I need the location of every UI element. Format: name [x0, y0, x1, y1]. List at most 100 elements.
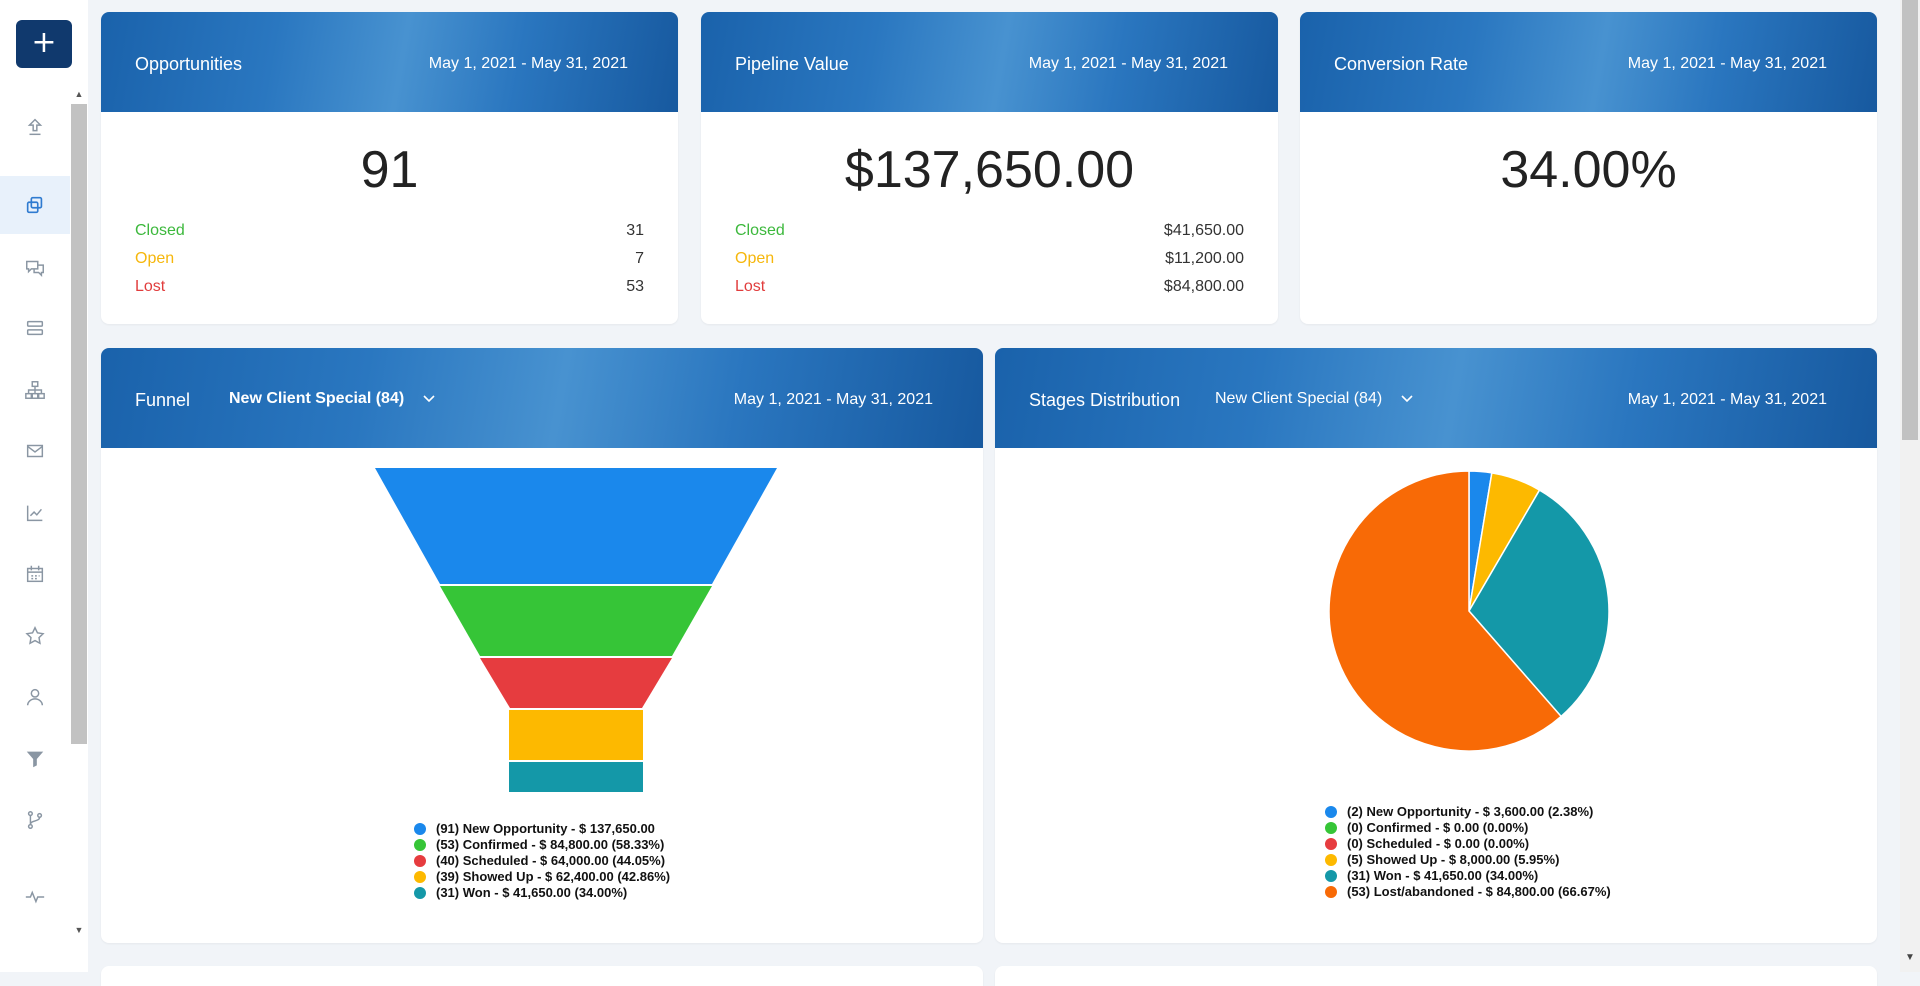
sidebar-scroll-down-arrow[interactable]: ▼: [74, 925, 84, 935]
legend-label: (53) Confirmed - $ 84,800.00 (58.33%): [436, 837, 665, 852]
legend-dot: [414, 839, 426, 851]
funnel-chart: [375, 468, 777, 792]
card-header: Opportunities May 1, 2021 - May 31, 2021: [101, 12, 678, 112]
legend-dot: [1325, 838, 1337, 850]
stat-value: 7: [635, 250, 644, 267]
funnel-legend: (91) New Opportunity - $ 137,650.00 (53) …: [414, 821, 670, 901]
legend-label: (0) Confirmed - $ 0.00 (0.00%): [1347, 820, 1529, 835]
legend-item: (53) Lost/abandoned - $ 84,800.00 (66.67…: [1325, 884, 1611, 900]
page-scrollbar[interactable]: ▼: [1900, 0, 1920, 972]
sidebar-scroll-up-arrow[interactable]: ▲: [74, 89, 84, 99]
pipeline-value-card: Pipeline Value May 1, 2021 - May 31, 202…: [701, 12, 1278, 324]
funnel-segment-won[interactable]: [509, 762, 643, 792]
funnel-segment-showed-up[interactable]: [509, 710, 643, 760]
line-chart-icon: [26, 505, 43, 522]
sidebar-item-pipelines[interactable]: [0, 299, 70, 357]
legend-dot: [414, 871, 426, 883]
stat-row-open: Open 7: [135, 250, 644, 274]
funnel-card: Funnel New Client Special (84) May 1, 20…: [101, 348, 983, 943]
stat-row-closed: Closed $41,650.00: [735, 222, 1244, 246]
sitemap-icon: [25, 381, 45, 399]
card-title: Funnel: [135, 390, 191, 410]
add-button[interactable]: +: [16, 20, 72, 68]
legend-item: (0) Scheduled - $ 0.00 (0.00%): [1325, 836, 1611, 852]
funnel-segment-confirmed[interactable]: [440, 586, 712, 656]
stat-row-lost: Lost 53: [135, 278, 644, 302]
legend-label: (2) New Opportunity - $ 3,600.00 (2.38%): [1347, 804, 1594, 819]
sidebar-item-workflows[interactable]: [0, 791, 70, 849]
legend-item: (31) Won - $ 41,650.00 (34.00%): [1325, 868, 1611, 884]
legend-dot: [1325, 870, 1337, 882]
conversion-rate-total: 34.00%: [1500, 141, 1677, 199]
opportunities-total: 91: [360, 141, 419, 199]
date-range: May 1, 2021 - May 31, 2021: [1028, 55, 1228, 72]
stages-distribution-card: Stages Distribution New Client Special (…: [995, 348, 1877, 943]
sidebar-item-calendar[interactable]: [0, 545, 70, 603]
stat-row-closed: Closed 31: [135, 222, 644, 246]
legend-label: (31) Won - $ 41,650.00 (34.00%): [436, 885, 628, 900]
legend-dot: [1325, 806, 1337, 818]
branch-icon: [27, 811, 43, 829]
sidebar-item-launchpad[interactable]: [0, 98, 70, 156]
sidebar-item-conversations[interactable]: [0, 238, 70, 296]
sidebar-item-reporting[interactable]: [0, 484, 70, 542]
legend-label: (40) Scheduled - $ 64,000.00 (44.05%): [436, 853, 666, 868]
funnel-segment-scheduled[interactable]: [480, 658, 672, 708]
funnel-segment-new-opportunity[interactable]: [375, 468, 777, 584]
date-range: May 1, 2021 - May 31, 2021: [733, 391, 933, 408]
pie-slice-lost-abandoned[interactable]: [1328, 470, 1563, 752]
sidebar-item-email[interactable]: [0, 422, 70, 480]
pipeline-dropdown[interactable]: New Client Special (84): [229, 390, 435, 408]
star-icon: [25, 626, 45, 645]
card-header: Conversion Rate May 1, 2021 - May 31, 20…: [1300, 12, 1877, 112]
stat-value: 31: [626, 222, 644, 239]
sidebar-item-contacts[interactable]: [0, 668, 70, 726]
stat-value: $11,200.00: [1165, 250, 1244, 267]
legend-label: (91) New Opportunity - $ 137,650.00: [436, 821, 655, 836]
stacked-bars-icon: [26, 320, 44, 336]
pipeline-dropdown-label: New Client Special (84): [229, 390, 405, 407]
legend-dot: [414, 855, 426, 867]
stat-label: Open: [735, 250, 775, 267]
legend-item: (53) Confirmed - $ 84,800.00 (58.33%): [414, 837, 670, 853]
stat-label: Lost: [135, 278, 166, 295]
stat-label: Open: [135, 250, 175, 267]
page-scrollbar-thumb[interactable]: [1902, 0, 1918, 440]
pipeline-value-total: $137,650.00: [844, 141, 1135, 199]
next-card-partial: [101, 966, 983, 986]
pipeline-dropdown-label: New Client Special (84): [1215, 390, 1383, 407]
page-scroll-down-arrow[interactable]: ▼: [1905, 952, 1915, 963]
stat-row-lost: Lost $84,800.00: [735, 278, 1244, 302]
legend-dot: [414, 887, 426, 899]
opportunities-card: Opportunities May 1, 2021 - May 31, 2021…: [101, 12, 678, 324]
legend-item: (2) New Opportunity - $ 3,600.00 (2.38%): [1325, 804, 1611, 820]
sidebar-item-opportunities[interactable]: [0, 176, 70, 234]
card-title: Conversion Rate: [1334, 54, 1469, 74]
copy-squares-icon: [26, 196, 43, 214]
sidebar-item-sites[interactable]: [0, 361, 70, 419]
sidebar-scrollbar-thumb[interactable]: [71, 104, 87, 744]
legend-label: (31) Won - $ 41,650.00 (34.00%): [1347, 868, 1539, 883]
sidebar-item-activity[interactable]: [0, 868, 70, 926]
envelope-icon: [26, 444, 44, 458]
card-title: Pipeline Value: [735, 54, 849, 74]
card-header: Funnel New Client Special (84) May 1, 20…: [101, 348, 983, 448]
sidebar-item-reputation[interactable]: [0, 607, 70, 665]
next-card-partial: [995, 966, 1877, 986]
legend-dot: [1325, 822, 1337, 834]
stat-label: Lost: [735, 278, 766, 295]
legend-item: (0) Confirmed - $ 0.00 (0.00%): [1325, 820, 1611, 836]
pipeline-dropdown[interactable]: New Client Special (84): [1215, 390, 1413, 408]
chevron-down-icon: [1401, 390, 1413, 408]
chat-bubbles-icon: [26, 260, 44, 278]
filter-icon: [26, 751, 44, 768]
legend-label: (5) Showed Up - $ 8,000.00 (5.95%): [1347, 852, 1560, 867]
legend-item: (40) Scheduled - $ 64,000.00 (44.05%): [414, 853, 670, 869]
stat-value: $41,650.00: [1163, 222, 1244, 239]
card-title: Stages Distribution: [1029, 390, 1181, 410]
pie-slice-won[interactable]: [1468, 489, 1610, 718]
person-icon: [26, 688, 44, 706]
legend-label: (0) Scheduled - $ 0.00 (0.00%): [1347, 836, 1530, 851]
sidebar-item-funnels[interactable]: [0, 730, 70, 788]
sidebar: + ▲ ▼: [0, 0, 88, 972]
